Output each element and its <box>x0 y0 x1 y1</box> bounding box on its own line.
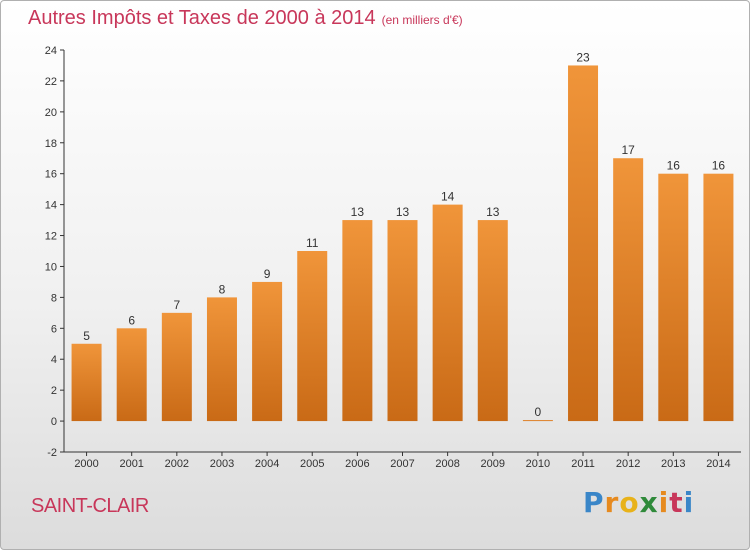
data-label: 14 <box>441 190 455 204</box>
data-label: 16 <box>712 159 726 173</box>
bar <box>613 158 644 422</box>
data-label: 13 <box>396 205 410 219</box>
logo-letter: i <box>683 486 695 519</box>
x-tick-label: 2012 <box>616 458 640 470</box>
y-tick-label: 12 <box>45 231 57 243</box>
logo-letter: r <box>604 486 620 519</box>
data-label: 9 <box>264 267 271 281</box>
x-tick-label: 2002 <box>165 458 189 470</box>
x-tick-label: 2009 <box>481 458 505 470</box>
x-tick-label: 2000 <box>74 458 98 470</box>
x-tick-label: 2014 <box>706 458 730 470</box>
data-label: 8 <box>219 282 226 296</box>
y-tick-label: 8 <box>51 292 57 304</box>
proxiti-logo[interactable]: Proxiti <box>583 486 694 519</box>
logo-letter: o <box>619 486 640 519</box>
y-tick-label: 14 <box>45 200 57 212</box>
x-tick-label: 2001 <box>119 458 143 470</box>
bar <box>522 420 553 422</box>
bars <box>71 65 734 422</box>
data-labels: 5 6 7 8 9 11 13 13 14 13 0 23 17 16 16 <box>83 50 725 419</box>
bar <box>477 220 508 422</box>
data-label: 17 <box>621 143 635 157</box>
y-tick-label: 22 <box>45 76 57 88</box>
x-tick-label: 2010 <box>526 458 550 470</box>
data-label: 5 <box>83 329 90 343</box>
bar <box>432 204 463 422</box>
y-tick-label: 18 <box>45 138 57 150</box>
data-label: 6 <box>128 313 135 327</box>
city-name: SAINT-CLAIR <box>31 495 149 517</box>
bar <box>297 251 328 422</box>
x-tick-label: 2004 <box>255 458 279 470</box>
bar <box>252 281 283 422</box>
bar <box>568 65 599 422</box>
chart-title-text: Autres Impôts et Taxes de 2000 à 2014 <box>28 7 376 29</box>
y-tick-label: 2 <box>51 385 57 397</box>
x-tick-label: 2003 <box>210 458 234 470</box>
y-tick-label: 10 <box>45 261 57 273</box>
y-tick-label: -2 <box>47 447 57 459</box>
data-label: 13 <box>486 205 500 219</box>
bar <box>703 173 734 422</box>
x-tick-label: 2007 <box>390 458 414 470</box>
y-tick-label: 0 <box>51 416 57 428</box>
logo-letter: i <box>658 486 670 519</box>
data-label: 0 <box>535 405 542 419</box>
y-tick-label: 6 <box>51 323 57 335</box>
x-tick-label: 2013 <box>661 458 685 470</box>
bar <box>387 220 418 422</box>
logo-letter: x <box>639 486 659 519</box>
y-tick-label: 20 <box>45 107 57 119</box>
data-label: 7 <box>173 298 180 312</box>
data-label: 11 <box>306 236 319 250</box>
bar <box>342 220 373 422</box>
x-tick-label: 2011 <box>571 458 595 470</box>
chart-subtitle: (en milliers d'€) <box>381 13 463 27</box>
x-tick-label: 2008 <box>435 458 459 470</box>
y-tick-label: 16 <box>45 169 57 181</box>
x-tick-label: 2006 <box>345 458 369 470</box>
bar <box>71 343 102 422</box>
y-tick-label: 4 <box>51 354 57 366</box>
bar <box>206 297 237 422</box>
data-label: 13 <box>351 205 365 219</box>
bar <box>658 173 689 422</box>
bar <box>161 312 192 422</box>
bar <box>116 328 147 422</box>
x-tick-label: 2005 <box>300 458 324 470</box>
logo-letter: t <box>669 486 684 519</box>
data-label: 23 <box>576 50 590 64</box>
data-label: 16 <box>667 159 681 173</box>
chart-title: Autres Impôts et Taxes de 2000 à 2014 (en… <box>28 7 463 30</box>
logo-letter: P <box>583 486 605 519</box>
y-tick-label: 24 <box>45 45 57 57</box>
